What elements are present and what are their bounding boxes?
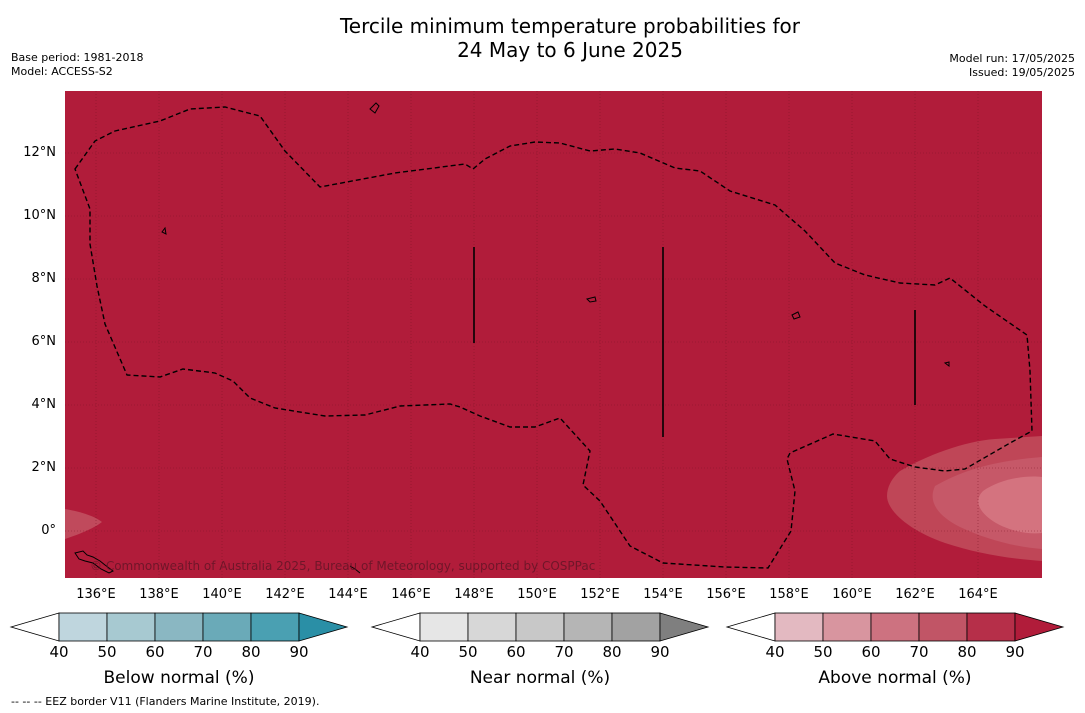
colorbar-extend-high bbox=[1014, 612, 1065, 642]
cbar-below-tick-80: 80 bbox=[241, 643, 261, 661]
cbar-above-label: Above normal (%) bbox=[818, 668, 972, 688]
map-svg bbox=[65, 91, 1042, 578]
island-yap bbox=[161, 226, 167, 235]
cbar-below-tick-40: 40 bbox=[49, 643, 69, 661]
x-tick-152e: 152°E bbox=[580, 587, 620, 602]
x-tick-162e: 162°E bbox=[895, 587, 935, 602]
colorbar-segment bbox=[106, 612, 156, 642]
island-atoll-se bbox=[349, 565, 361, 574]
island-kosrae bbox=[943, 361, 950, 367]
x-tick-146e: 146°E bbox=[391, 587, 431, 602]
island-guam bbox=[369, 102, 380, 114]
map-title: Tercile minimum temperature probabilitie… bbox=[339, 14, 801, 62]
cbar-above-tick-50: 50 bbox=[813, 643, 833, 661]
reef-lines bbox=[473, 247, 916, 437]
cbar-below-label: Below normal (%) bbox=[103, 668, 255, 688]
cbar-below-tick-90: 90 bbox=[289, 643, 309, 661]
eez-border bbox=[74, 106, 1033, 569]
colorbar-extend-high bbox=[659, 612, 710, 642]
x-tick-154e: 154°E bbox=[643, 587, 683, 602]
y-tick-0: 0° bbox=[41, 523, 56, 538]
cbar-above-tick-80: 80 bbox=[957, 643, 977, 661]
y-tick-8n: 8°N bbox=[31, 271, 57, 286]
meta-right: Model run: 17/05/2025 Issued: 19/05/2025 bbox=[949, 52, 1075, 80]
colorbar-extend-low bbox=[9, 612, 60, 642]
y-tick-12n: 12°N bbox=[23, 145, 56, 160]
cbar-below-tick-50: 50 bbox=[97, 643, 117, 661]
cbar-above-tick-60: 60 bbox=[861, 643, 881, 661]
cbar-below-tick-60: 60 bbox=[145, 643, 165, 661]
colorbar-extend-low bbox=[370, 612, 421, 642]
colorbar-segment bbox=[202, 612, 252, 642]
colorbar-segment bbox=[563, 612, 613, 642]
islands bbox=[74, 102, 950, 574]
model-name: Model: ACCESS-S2 bbox=[11, 65, 113, 78]
probability-patch-west bbox=[65, 509, 102, 539]
colorbar-segment bbox=[154, 612, 204, 642]
colorbars bbox=[9, 612, 1065, 642]
cbar-below-tick-70: 70 bbox=[193, 643, 213, 661]
cbar-near-tick-80: 80 bbox=[602, 643, 622, 661]
colorbar-segment bbox=[58, 612, 108, 642]
x-tick-158e: 158°E bbox=[769, 587, 809, 602]
cbar-above-tick-40: 40 bbox=[765, 643, 785, 661]
base-period: Base period: 1981-2018 bbox=[11, 51, 144, 64]
colorbar-segment bbox=[250, 612, 300, 642]
colorbar-segment bbox=[467, 612, 517, 642]
island-pohnpei bbox=[791, 311, 801, 320]
y-tick-10n: 10°N bbox=[23, 208, 56, 223]
model-run: Model run: 17/05/2025 bbox=[949, 52, 1075, 65]
x-tick-144e: 144°E bbox=[328, 587, 368, 602]
x-tick-150e: 150°E bbox=[517, 587, 557, 602]
colorbar-near-normal bbox=[370, 612, 710, 642]
x-tick-160e: 160°E bbox=[832, 587, 872, 602]
meta-left: Base period: 1981-2018 Model: ACCESS-S2 bbox=[11, 51, 143, 79]
map-gridlines bbox=[65, 91, 1042, 578]
colorbar-below-normal bbox=[9, 612, 349, 642]
y-tick-6n: 6°N bbox=[31, 334, 57, 349]
eez-footnote: -- -- -- EEZ border V11 (Flanders Marine… bbox=[11, 695, 320, 708]
cbar-near-tick-50: 50 bbox=[458, 643, 478, 661]
probability-patch-50 bbox=[978, 476, 1042, 534]
x-tick-138e: 138°E bbox=[139, 587, 179, 602]
cbar-near-tick-70: 70 bbox=[554, 643, 574, 661]
colorbar-segment bbox=[515, 612, 565, 642]
colorbar-segment bbox=[966, 612, 1016, 642]
colorbar-segment bbox=[774, 612, 824, 642]
colorbar-extend-high bbox=[298, 612, 349, 642]
cbar-above-tick-70: 70 bbox=[909, 643, 929, 661]
issued-date: Issued: 19/05/2025 bbox=[968, 66, 1075, 79]
map-panel bbox=[65, 91, 1042, 578]
y-tick-4n: 4°N bbox=[31, 397, 57, 412]
cbar-near-tick-60: 60 bbox=[506, 643, 526, 661]
cbar-near-tick-40: 40 bbox=[410, 643, 430, 661]
copyright-note: © Commonwealth of Australia 2025, Bureau… bbox=[90, 559, 596, 573]
cbar-above-tick-90: 90 bbox=[1005, 643, 1025, 661]
x-tick-164e: 164°E bbox=[958, 587, 998, 602]
colorbar-segment bbox=[611, 612, 661, 642]
x-tick-142e: 142°E bbox=[265, 587, 305, 602]
x-tick-156e: 156°E bbox=[706, 587, 746, 602]
x-tick-136e: 136°E bbox=[76, 587, 116, 602]
colorbar-segment bbox=[419, 612, 469, 642]
colorbar-segment bbox=[870, 612, 920, 642]
colorbar-above-normal bbox=[725, 612, 1065, 642]
colorbar-segment bbox=[918, 612, 968, 642]
x-tick-140e: 140°E bbox=[202, 587, 242, 602]
cbar-near-label: Near normal (%) bbox=[469, 668, 611, 688]
colorbar-extend-low bbox=[725, 612, 776, 642]
y-tick-2n: 2°N bbox=[31, 460, 57, 475]
cbar-near-tick-90: 90 bbox=[650, 643, 670, 661]
x-tick-148e: 148°E bbox=[454, 587, 494, 602]
island-chuuk bbox=[586, 296, 597, 303]
island-palau bbox=[74, 550, 114, 574]
probability-field bbox=[65, 91, 1042, 578]
colorbar-segment bbox=[822, 612, 872, 642]
